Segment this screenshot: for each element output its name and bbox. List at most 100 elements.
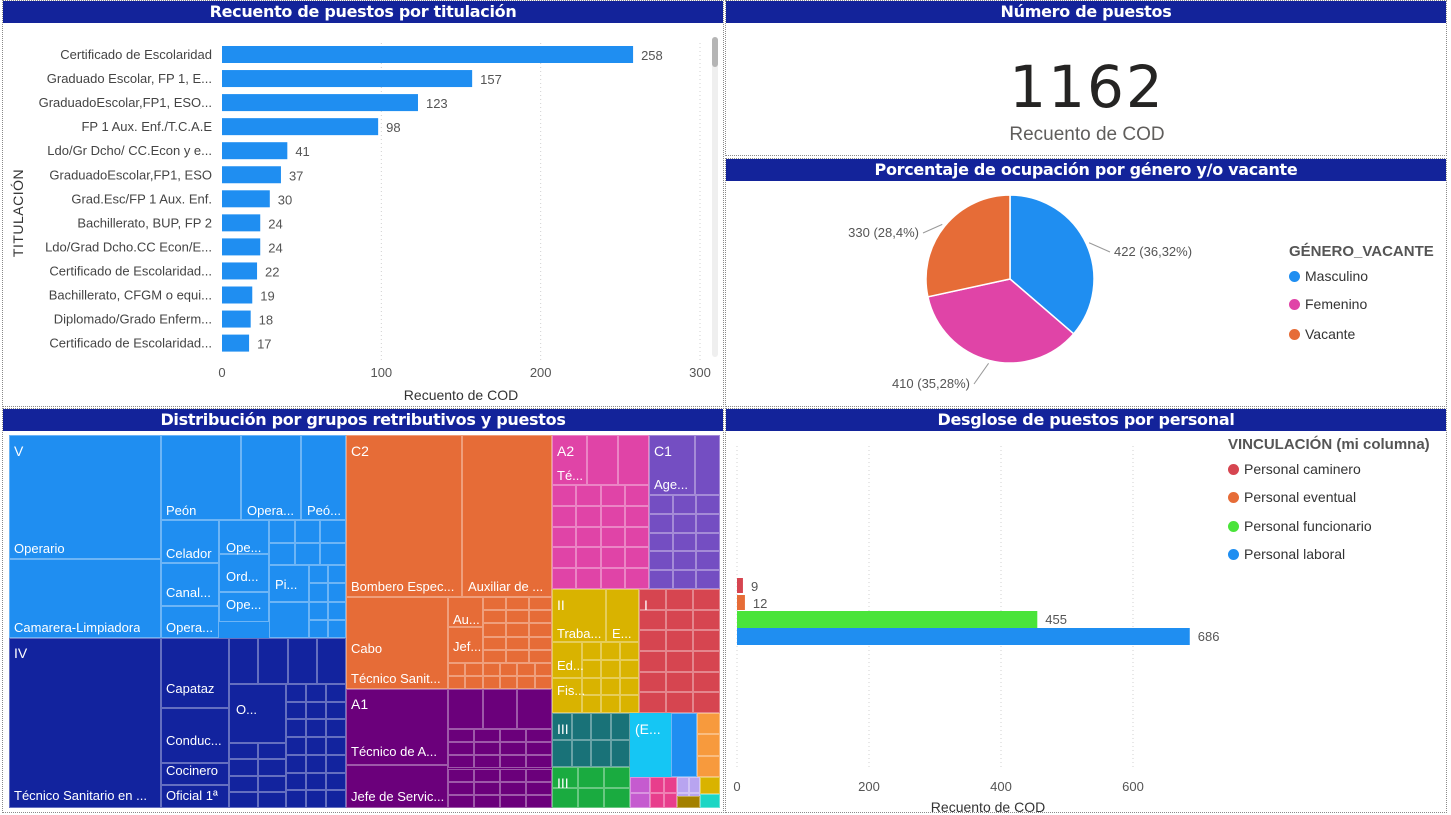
treemap-cell[interactable] (483, 623, 506, 637)
treemap-cell[interactable] (696, 513, 720, 533)
treemap-cell[interactable] (526, 729, 552, 743)
treemap-cell[interactable] (666, 651, 693, 672)
treemap-cell[interactable] (161, 563, 219, 606)
treemap-cell[interactable] (269, 520, 295, 543)
treemap-cell[interactable] (666, 609, 693, 631)
treemap-cell[interactable] (9, 559, 161, 638)
treemap-cell[interactable] (693, 651, 720, 672)
treemap-cell[interactable] (448, 676, 466, 689)
treemap-cell[interactable] (327, 583, 346, 602)
treemap-cell[interactable] (474, 729, 500, 743)
treemap-cell[interactable] (500, 663, 518, 676)
treemap-cell[interactable] (534, 676, 552, 689)
treemap-cell[interactable] (306, 684, 326, 702)
titulacion-scrollbar-thumb[interactable] (712, 37, 718, 67)
treemap-cell[interactable] (552, 547, 577, 569)
treemap-cell[interactable] (448, 627, 483, 663)
treemap-cell[interactable] (639, 630, 666, 651)
treemap-cell[interactable] (696, 495, 720, 514)
treemap-cell[interactable] (600, 568, 625, 589)
treemap-cell[interactable] (639, 692, 666, 713)
treemap-cell[interactable] (700, 794, 720, 808)
treemap-cell[interactable] (448, 755, 474, 769)
titulacion-scrollbar[interactable] (712, 37, 718, 357)
treemap-cell[interactable] (529, 636, 552, 650)
treemap-cell[interactable] (286, 754, 306, 773)
treemap-cell[interactable] (620, 659, 639, 678)
treemap-cell[interactable] (624, 547, 649, 569)
treemap-cell[interactable] (671, 713, 697, 777)
treemap-cell[interactable] (650, 792, 664, 808)
treemap-cell[interactable] (571, 740, 591, 767)
treemap-cell[interactable] (219, 520, 269, 554)
treemap-cell[interactable] (219, 554, 269, 592)
treemap-cell[interactable] (601, 659, 620, 678)
treemap-cell[interactable] (552, 787, 578, 808)
treemap-cell[interactable] (269, 542, 295, 565)
treemap-cell[interactable] (582, 642, 601, 660)
treemap-cell[interactable] (483, 636, 506, 650)
treemap-cell[interactable] (326, 790, 346, 808)
treemap-cell[interactable] (666, 630, 693, 651)
treemap-cell[interactable] (677, 777, 689, 793)
treemap-cell[interactable] (677, 796, 700, 808)
treemap-cell[interactable] (462, 435, 552, 597)
treemap-cell[interactable] (552, 485, 577, 506)
legend-item-femenino[interactable]: Femenino (1289, 296, 1367, 312)
treemap-cell[interactable] (578, 767, 604, 788)
treemap-cell[interactable] (219, 592, 269, 622)
treemap-cell[interactable] (624, 505, 649, 527)
treemap-cell[interactable] (500, 676, 518, 689)
treemap-cell[interactable] (286, 790, 306, 808)
treemap-cell[interactable] (517, 676, 535, 689)
treemap-cell[interactable] (286, 737, 306, 755)
treemap-cell[interactable] (326, 684, 346, 702)
treemap-cell[interactable] (161, 520, 219, 563)
treemap-cell[interactable] (465, 663, 483, 676)
treemap-cell[interactable] (500, 729, 526, 743)
treemap-cell[interactable] (286, 719, 306, 738)
treemap-cell[interactable] (576, 526, 601, 548)
treemap-cell[interactable] (693, 671, 720, 693)
treemap-cell[interactable] (663, 792, 677, 808)
treemap-cell[interactable] (693, 609, 720, 631)
treemap-cell[interactable] (286, 701, 306, 720)
treemap-cell[interactable] (672, 513, 697, 533)
treemap-cell[interactable] (309, 619, 328, 638)
treemap-cell[interactable] (327, 565, 346, 584)
treemap-cell[interactable] (600, 485, 625, 506)
treemap-cell[interactable] (161, 708, 229, 763)
treemap-cell[interactable] (294, 520, 321, 543)
treemap-cell[interactable] (474, 755, 500, 769)
treemap-cell[interactable] (517, 689, 552, 729)
treemap-cell[interactable] (465, 676, 483, 689)
treemap-cell[interactable] (258, 638, 288, 684)
treemap-cell[interactable] (552, 740, 572, 767)
legend-item-eventual[interactable]: Personal eventual (1228, 489, 1356, 505)
legend-item-laboral[interactable]: Personal laboral (1228, 546, 1345, 562)
treemap-cell[interactable] (582, 659, 601, 678)
treemap-cell[interactable] (526, 742, 552, 756)
treemap-cell[interactable] (448, 794, 474, 808)
treemap-cell[interactable] (534, 663, 552, 676)
treemap-cell[interactable] (474, 768, 500, 782)
treemap-cell[interactable] (604, 787, 630, 808)
legend-item-vacante[interactable]: Vacante (1289, 326, 1355, 342)
treemap-cell[interactable] (327, 619, 346, 638)
treemap-cell[interactable] (500, 768, 526, 782)
treemap-cell[interactable] (578, 787, 604, 808)
treemap-cell[interactable] (241, 435, 301, 520)
treemap-cell[interactable] (306, 719, 326, 738)
treemap-cell[interactable] (161, 638, 229, 708)
treemap-cell[interactable] (552, 589, 606, 642)
treemap-cell[interactable] (346, 689, 448, 765)
treemap-cell[interactable] (346, 435, 462, 597)
treemap-cell[interactable] (604, 767, 630, 788)
treemap-cell[interactable] (483, 597, 506, 611)
treemap-cell[interactable] (649, 513, 673, 533)
treemap-cell[interactable] (482, 663, 500, 676)
treemap-cell[interactable] (326, 772, 346, 791)
treemap-cell[interactable] (500, 742, 526, 756)
treemap-cell[interactable] (346, 597, 448, 689)
treemap-cell[interactable] (309, 583, 328, 602)
